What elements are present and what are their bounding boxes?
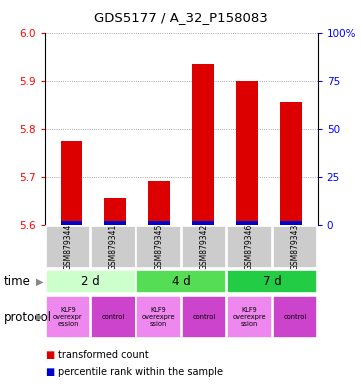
Text: ▶: ▶ <box>36 276 43 287</box>
Bar <box>45 296 90 338</box>
Text: ■: ■ <box>45 350 55 360</box>
Text: 7 d: 7 d <box>263 275 282 288</box>
Bar <box>136 225 181 268</box>
Text: GSM879346: GSM879346 <box>245 223 254 270</box>
Text: ▶: ▶ <box>36 312 43 322</box>
Bar <box>273 225 317 268</box>
Bar <box>227 225 272 268</box>
Text: control: control <box>102 314 125 320</box>
Text: control: control <box>283 314 306 320</box>
Bar <box>182 225 226 268</box>
Bar <box>104 221 126 225</box>
Bar <box>227 270 317 293</box>
Text: 2 d: 2 d <box>81 275 100 288</box>
Bar <box>192 221 214 225</box>
Bar <box>45 225 90 268</box>
Bar <box>61 221 83 225</box>
Bar <box>227 296 272 338</box>
Bar <box>280 102 302 225</box>
Bar <box>61 141 83 225</box>
Text: GSM879344: GSM879344 <box>63 223 72 270</box>
Bar <box>236 81 258 225</box>
Bar <box>136 296 181 338</box>
Bar <box>45 270 135 293</box>
Text: 4 d: 4 d <box>172 275 191 288</box>
Text: GSM879342: GSM879342 <box>200 223 209 270</box>
Text: transformed count: transformed count <box>58 350 148 360</box>
Bar <box>236 221 258 225</box>
Text: GDS5177 / A_32_P158083: GDS5177 / A_32_P158083 <box>93 12 268 25</box>
Text: GSM879341: GSM879341 <box>109 223 118 270</box>
Bar <box>91 296 135 338</box>
Text: control: control <box>192 314 216 320</box>
Text: KLF9
overexpr
ession: KLF9 overexpr ession <box>53 307 83 327</box>
Text: time: time <box>4 275 30 288</box>
Bar <box>136 270 226 293</box>
Text: GSM879345: GSM879345 <box>154 223 163 270</box>
Bar <box>182 296 226 338</box>
Bar <box>148 221 170 225</box>
Bar <box>148 182 170 225</box>
Bar <box>91 225 135 268</box>
Text: GSM879343: GSM879343 <box>291 223 300 270</box>
Bar <box>104 198 126 225</box>
Text: KLF9
overexpre
ssion: KLF9 overexpre ssion <box>233 307 266 327</box>
Text: protocol: protocol <box>4 311 52 324</box>
Text: ■: ■ <box>45 367 55 377</box>
Text: percentile rank within the sample: percentile rank within the sample <box>58 367 223 377</box>
Text: KLF9
overexpre
ssion: KLF9 overexpre ssion <box>142 307 175 327</box>
Bar <box>280 221 302 225</box>
Bar <box>273 296 317 338</box>
Bar <box>192 64 214 225</box>
